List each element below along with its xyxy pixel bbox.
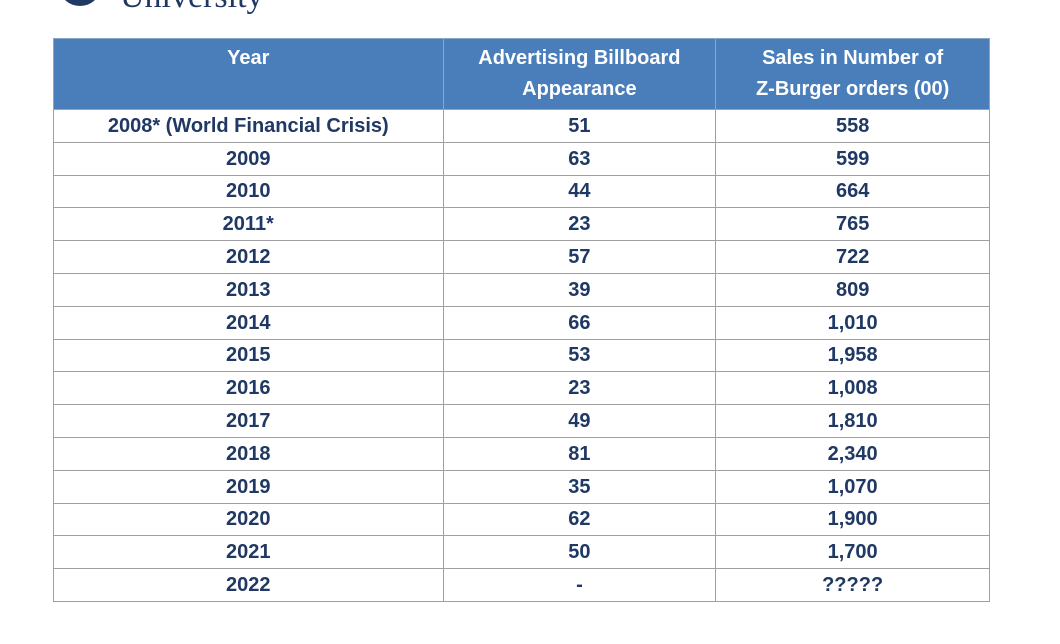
table-cell: 2015 xyxy=(53,338,444,373)
header-line: Appearance xyxy=(522,78,637,100)
table-row: 2009 63 599 xyxy=(53,141,990,176)
table-row: 2016 23 1,008 xyxy=(53,371,990,406)
table-cell: 63 xyxy=(442,141,717,176)
table-cell: 53 xyxy=(442,338,717,373)
table-cell: 62 xyxy=(442,502,717,537)
table-cell: 51 xyxy=(442,109,717,143)
column-header: Sales in Number of Z-Burger orders (00) xyxy=(715,38,990,110)
data-table: Year Advertising Billboard Appearance Sales… xyxy=(53,38,990,602)
table-cell: 809 xyxy=(715,272,990,307)
table-cell: 1,810 xyxy=(715,404,990,438)
column-header: Year xyxy=(53,38,444,110)
table-cell: - xyxy=(442,568,717,602)
table-cell: 23 xyxy=(442,371,717,406)
table-row: 2013 39 809 xyxy=(53,272,990,307)
table-cell: 2016 xyxy=(53,371,444,406)
table-cell: 81 xyxy=(442,436,717,471)
table-cell: 722 xyxy=(715,240,990,274)
table-cell: 2008* (World Financial Crisis) xyxy=(53,109,444,143)
table-row: 2008* (World Financial Crisis) 51 558 xyxy=(53,109,990,143)
table-cell: 66 xyxy=(442,305,717,340)
header-line: Year xyxy=(227,47,270,69)
table-cell: 558 xyxy=(715,109,990,143)
table-cell: 2017 xyxy=(53,404,444,438)
table-cell: 1,070 xyxy=(715,469,990,504)
table-cell: 2009 xyxy=(53,141,444,176)
table-cell: 2011* xyxy=(53,207,444,242)
table-cell: 765 xyxy=(715,207,990,242)
table-cell: 35 xyxy=(442,469,717,504)
table-row: 2011* 23 765 xyxy=(53,207,990,242)
table-cell: 2010 xyxy=(53,174,444,209)
table-cell: 23 xyxy=(442,207,717,242)
table-row: 2020 62 1,900 xyxy=(53,502,990,537)
logo-text: University xyxy=(120,0,264,16)
table-row: 2010 44 664 xyxy=(53,174,990,209)
table-row: 2018 81 2,340 xyxy=(53,436,990,471)
table-cell: 1,008 xyxy=(715,371,990,406)
table-body: 2008* (World Financial Crisis) 51 558 2009 6… xyxy=(53,109,990,602)
table-cell: 2019 xyxy=(53,469,444,504)
table-cell: 599 xyxy=(715,141,990,176)
table-cell: 1,900 xyxy=(715,502,990,537)
table-cell: 2014 xyxy=(53,305,444,340)
header-row: Year Advertising Billboard Appearance Sales… xyxy=(53,38,990,110)
table-cell: 2022 xyxy=(53,568,444,602)
table-cell: 1,700 xyxy=(715,535,990,570)
table-cell: 1,010 xyxy=(715,305,990,340)
table-row: 2012 57 722 xyxy=(53,240,990,274)
table-cell: 2018 xyxy=(53,436,444,471)
table-cell: 1,958 xyxy=(715,338,990,373)
table-cell: 2013 xyxy=(53,272,444,307)
table-cell: 2012 xyxy=(53,240,444,274)
table-cell: 39 xyxy=(442,272,717,307)
table-row: 2019 35 1,070 xyxy=(53,469,990,504)
table-cell: 44 xyxy=(442,174,717,209)
header-line: Advertising Billboard xyxy=(478,47,681,69)
table-cell: 50 xyxy=(442,535,717,570)
header-line: Z-Burger orders (00) xyxy=(755,78,950,100)
table-cell: 2021 xyxy=(53,535,444,570)
table-cell: 2020 xyxy=(53,502,444,537)
header-line: Sales in Number of xyxy=(762,47,944,69)
table-row: 2014 66 1,010 xyxy=(53,305,990,340)
table-row: 2022-????? xyxy=(53,568,990,602)
logo-mark xyxy=(60,0,100,6)
table-row: 2021 50 1,700 xyxy=(53,535,990,570)
column-header: Advertising Billboard Appearance xyxy=(442,38,717,110)
table-row: 2017 49 1,810 xyxy=(53,404,990,438)
table-cell: 49 xyxy=(442,404,717,438)
table-cell: 2,340 xyxy=(715,436,990,471)
table-cell: 57 xyxy=(442,240,717,274)
table-cell: 664 xyxy=(715,174,990,209)
table-row: 2015 53 1,958 xyxy=(53,338,990,373)
table-cell: ????? xyxy=(715,568,990,602)
